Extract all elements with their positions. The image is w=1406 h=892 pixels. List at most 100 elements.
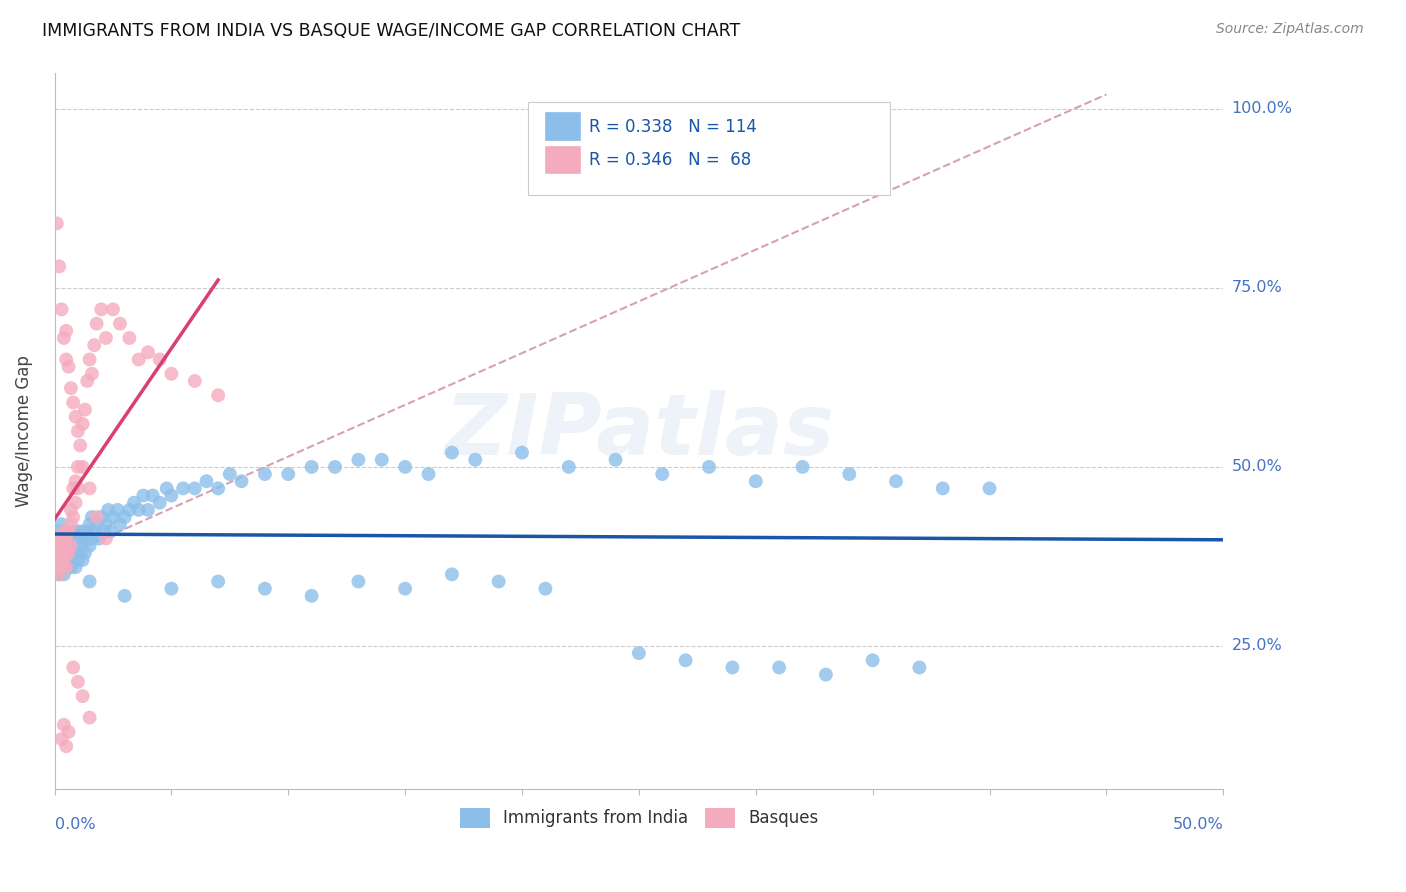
Point xyxy=(58,725,80,739)
Text: 0.0%: 0.0% xyxy=(55,817,96,832)
Point xyxy=(51,553,73,567)
Point xyxy=(79,710,101,724)
Point xyxy=(65,546,87,560)
Point xyxy=(48,567,70,582)
Point xyxy=(58,524,80,539)
Point xyxy=(73,402,96,417)
Point xyxy=(58,546,80,560)
Point xyxy=(66,674,89,689)
Point xyxy=(101,302,124,317)
Point xyxy=(58,560,80,574)
Point xyxy=(510,445,533,459)
Point xyxy=(62,395,84,409)
Point xyxy=(51,732,73,747)
Point xyxy=(160,489,183,503)
Point xyxy=(69,438,91,452)
Point xyxy=(66,524,89,539)
Point xyxy=(45,532,67,546)
Point xyxy=(62,539,84,553)
Point xyxy=(55,546,77,560)
Point xyxy=(231,475,253,489)
Point xyxy=(128,503,150,517)
Point xyxy=(55,560,77,574)
Point xyxy=(59,503,82,517)
Point xyxy=(73,532,96,546)
Point xyxy=(128,352,150,367)
Point xyxy=(45,532,67,546)
Point xyxy=(136,345,159,359)
Point xyxy=(136,503,159,517)
Point xyxy=(87,532,110,546)
Point xyxy=(79,539,101,553)
Y-axis label: Wage/Income Gap: Wage/Income Gap xyxy=(15,355,32,507)
Point xyxy=(160,367,183,381)
Point xyxy=(90,302,112,317)
Point xyxy=(62,553,84,567)
Point xyxy=(90,510,112,524)
Point xyxy=(172,482,194,496)
Point xyxy=(51,302,73,317)
Point xyxy=(207,574,229,589)
Point xyxy=(48,567,70,582)
Point xyxy=(65,409,87,424)
Point xyxy=(51,560,73,574)
Point xyxy=(651,467,673,481)
Point xyxy=(814,667,837,681)
Point xyxy=(114,589,136,603)
Point xyxy=(114,510,136,524)
Point xyxy=(48,260,70,274)
Point xyxy=(55,546,77,560)
Legend: Immigrants from India, Basques: Immigrants from India, Basques xyxy=(453,801,825,835)
Point xyxy=(79,352,101,367)
Point xyxy=(59,546,82,560)
Point xyxy=(534,582,557,596)
Point xyxy=(51,560,73,574)
Point xyxy=(65,560,87,574)
Point xyxy=(52,524,75,539)
Point xyxy=(122,496,145,510)
Point xyxy=(72,524,94,539)
Point xyxy=(59,524,82,539)
Text: R = 0.346   N =  68: R = 0.346 N = 68 xyxy=(589,152,751,169)
Point xyxy=(48,553,70,567)
Point xyxy=(58,546,80,560)
Point xyxy=(347,574,370,589)
Point xyxy=(66,459,89,474)
Bar xyxy=(546,146,581,173)
Point xyxy=(55,553,77,567)
Point xyxy=(45,546,67,560)
Point xyxy=(72,417,94,431)
Point xyxy=(45,216,67,230)
Point xyxy=(52,560,75,574)
Point xyxy=(48,524,70,539)
Point xyxy=(118,331,141,345)
Point xyxy=(59,560,82,574)
Point xyxy=(51,532,73,546)
Point xyxy=(558,459,581,474)
Point xyxy=(76,524,98,539)
Point xyxy=(69,546,91,560)
Point xyxy=(93,524,115,539)
Point xyxy=(51,546,73,560)
Point xyxy=(59,381,82,395)
Point xyxy=(55,739,77,754)
Point xyxy=(149,352,172,367)
Point xyxy=(132,489,155,503)
Point xyxy=(94,331,117,345)
Point xyxy=(62,660,84,674)
Point xyxy=(253,467,276,481)
Point xyxy=(101,510,124,524)
FancyBboxPatch shape xyxy=(527,102,890,194)
Point xyxy=(45,546,67,560)
Point xyxy=(94,532,117,546)
Point xyxy=(55,524,77,539)
Point xyxy=(440,445,463,459)
Point xyxy=(48,539,70,553)
Point xyxy=(58,532,80,546)
Point xyxy=(97,503,120,517)
Point xyxy=(184,374,207,388)
Point xyxy=(394,459,416,474)
Point xyxy=(62,510,84,524)
Point xyxy=(301,589,323,603)
Point xyxy=(768,660,790,674)
